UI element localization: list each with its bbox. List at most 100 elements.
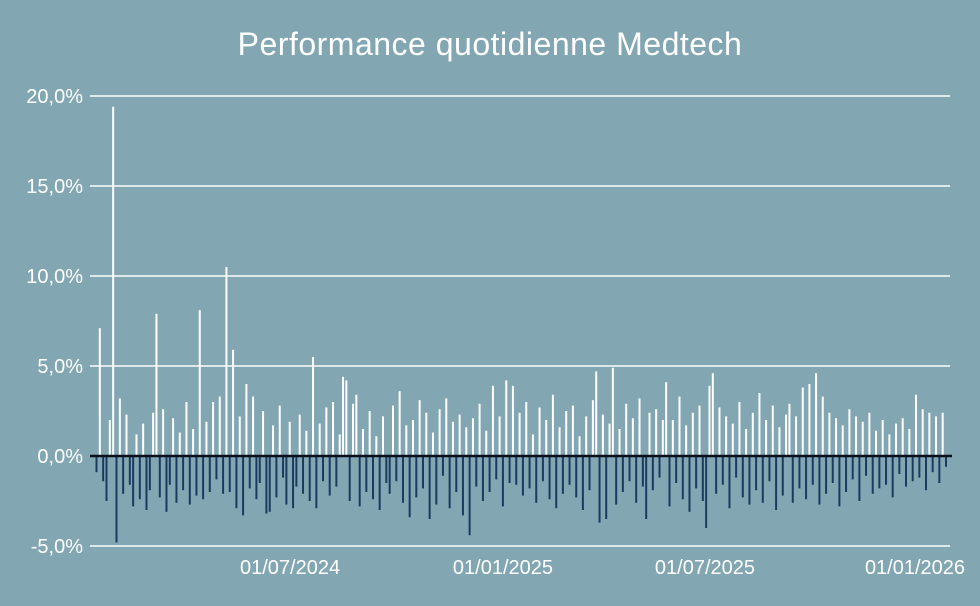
bar: [775, 456, 778, 510]
bar: [515, 456, 518, 485]
bar: [855, 416, 858, 456]
bar: [358, 456, 361, 507]
bar: [155, 313, 158, 456]
bar: [172, 418, 175, 456]
bar: [435, 456, 438, 505]
bar: [945, 456, 947, 467]
bar: [875, 430, 878, 456]
bar: [465, 427, 468, 456]
bar: [611, 367, 614, 456]
bar: [178, 432, 181, 456]
bar: [255, 456, 258, 500]
bar: [288, 421, 291, 456]
bar: [678, 396, 681, 456]
bar: [252, 396, 255, 456]
bar: [621, 456, 624, 492]
bar: [748, 456, 751, 505]
bar: [441, 456, 444, 476]
bar: [925, 456, 928, 491]
bar: [232, 349, 235, 456]
bar: [352, 403, 355, 456]
bar: [745, 429, 748, 456]
bar: [655, 409, 658, 456]
bar: [132, 456, 135, 507]
bar: [711, 373, 714, 456]
bar: [182, 456, 185, 491]
bar: [342, 376, 345, 456]
bar: [185, 402, 188, 456]
bar: [735, 456, 738, 478]
x-tick-label: 01/01/2026: [865, 557, 965, 579]
bar: [648, 412, 651, 456]
bar: [651, 456, 654, 491]
bar: [521, 456, 524, 496]
bar: [598, 456, 601, 523]
bar: [138, 456, 141, 500]
bar: [575, 456, 578, 498]
bar: [205, 421, 208, 456]
bar: [668, 456, 671, 507]
bar: [601, 414, 604, 456]
bar: [212, 402, 215, 456]
bar: [848, 409, 851, 456]
bar: [495, 456, 498, 480]
bar: [438, 409, 441, 456]
bar: [175, 456, 178, 503]
bar: [871, 456, 874, 494]
bar: [245, 384, 248, 456]
bar: [898, 456, 901, 474]
bar: [415, 456, 418, 498]
bar: [781, 456, 784, 496]
bar: [188, 456, 191, 505]
bar: [865, 456, 868, 476]
bar: [558, 427, 561, 456]
bar: [931, 456, 934, 473]
bar: [322, 456, 325, 482]
bar: [305, 430, 308, 456]
bar: [688, 456, 691, 512]
bar: [315, 456, 318, 509]
bar: [681, 456, 684, 500]
bar: [731, 423, 734, 456]
bar: [885, 456, 888, 485]
bar: [458, 414, 461, 456]
bar: [821, 396, 824, 456]
bar: [591, 400, 594, 456]
bar: [128, 456, 131, 485]
bar: [635, 456, 638, 503]
bar: [901, 418, 904, 456]
bar: [805, 456, 808, 500]
bar: [478, 403, 481, 456]
bar: [275, 456, 278, 498]
bar: [555, 456, 558, 509]
y-tick-label: 15,0%: [26, 176, 83, 198]
bar: [738, 402, 741, 456]
bar: [828, 412, 831, 456]
bar: [721, 456, 724, 485]
bar: [468, 456, 471, 536]
x-tick-label: 01/07/2024: [240, 557, 340, 579]
bar: [691, 412, 694, 456]
bar: [538, 407, 541, 456]
bar: [671, 420, 674, 456]
bar: [98, 328, 101, 456]
bar: [881, 420, 884, 456]
bar: [295, 456, 298, 487]
bar: [498, 416, 501, 456]
bar: [222, 456, 225, 494]
bar: [841, 425, 844, 456]
bar: [292, 456, 295, 509]
bar: [491, 385, 494, 456]
bar: [158, 456, 161, 498]
bar: [528, 456, 531, 489]
bar: [708, 385, 711, 456]
bar: [125, 414, 128, 456]
bar: [408, 456, 411, 518]
bar: [382, 416, 384, 456]
bar: [518, 412, 521, 456]
bar: [851, 456, 854, 480]
bar: [795, 416, 798, 456]
y-tick-label: 10,0%: [26, 266, 83, 288]
bar: [192, 429, 195, 456]
bar: [511, 385, 514, 456]
